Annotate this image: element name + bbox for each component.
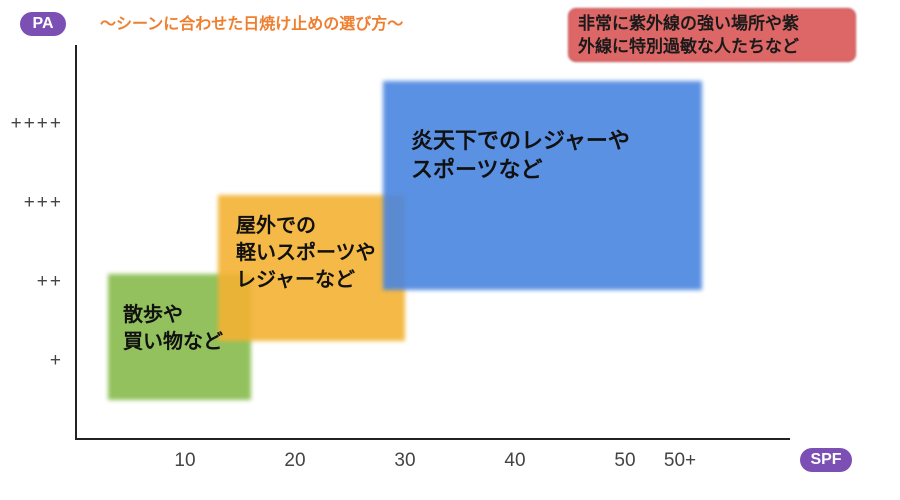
x-axis-line [75,438,790,440]
y-tick-3: +++ [0,192,63,214]
y-tick-4: ++++ [0,113,63,135]
x-tick-50+: 50+ [664,450,696,472]
region-intense-sun [383,81,702,290]
chart-title: ～シーンに合わせた日焼け止めの選び方～ [100,10,403,34]
x-tick-50: 50 [614,450,635,472]
x-tick-10: 10 [174,450,195,472]
axis-pill-pa: PA [20,12,66,36]
region-label-walk: 散歩や 買い物など [123,302,223,356]
x-tick-20: 20 [284,450,305,472]
y-tick-2: ++ [0,271,63,293]
y-axis-line [75,45,77,440]
axis-pill-spf: SPF [800,448,852,472]
x-tick-30: 30 [394,450,415,472]
x-tick-40: 40 [504,450,525,472]
region-label-intense-sun: 炎天下でのレジャーや スポーツなど [411,126,630,185]
y-tick-1: + [0,350,63,372]
region-label-light-outdoor: 屋外での 軽いスポーツや レジャーなど [236,213,376,294]
callout-text: 非常に紫外線の強い場所や紫 外線に特別過敏な人たちなど [568,8,856,62]
